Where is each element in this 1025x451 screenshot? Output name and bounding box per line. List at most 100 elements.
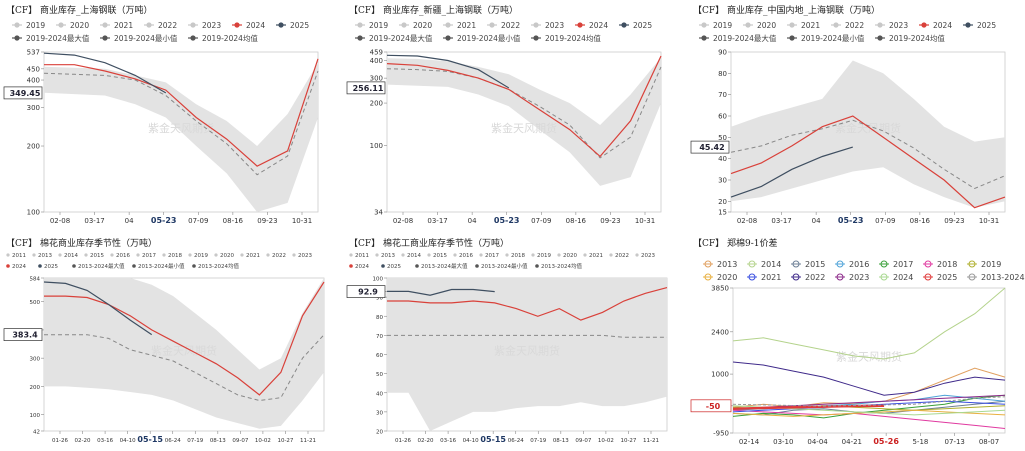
current-value-label: -50 — [706, 402, 721, 411]
legend-item: 2019-2024最小值 — [114, 33, 178, 43]
legend-marker — [968, 260, 976, 268]
y-tick-label: 90 — [718, 49, 727, 57]
series-line-mean — [387, 334, 667, 338]
legend-item: 2017 — [893, 260, 913, 269]
legend-marker — [32, 253, 36, 257]
legend-item: 2013 — [38, 253, 52, 259]
y-tick-label: 40 — [376, 391, 383, 397]
x-tick-label: 04 — [125, 217, 134, 225]
legend-item: 2019-2024最小值 — [457, 33, 521, 43]
current-value-label: 256.11 — [353, 84, 384, 93]
legend-item: 2020 — [70, 21, 89, 30]
x-tick-label: 08-16 — [566, 217, 587, 225]
y-tick-label: 70 — [376, 334, 383, 340]
legend-marker — [489, 22, 495, 28]
legend-marker — [110, 253, 114, 257]
series-line-2025 — [730, 146, 853, 198]
legend-marker — [427, 253, 431, 257]
watermark: 紫金天风期货 — [835, 121, 901, 135]
x-tick-label: 09-23 — [944, 217, 964, 225]
legend-marker — [84, 253, 88, 257]
legend-item: 2019-2024最小值 — [801, 33, 865, 43]
x-tick-label: 10-02 — [598, 438, 614, 444]
legend-item: 2016 — [459, 253, 473, 259]
y-tick-label: 200 — [370, 100, 383, 108]
series-line-2013 — [732, 367, 1006, 408]
plot-frame — [386, 51, 662, 213]
legend-marker — [453, 253, 457, 257]
x-tick-label: 07-09 — [531, 217, 551, 225]
legend-item: 2013-2024均值 — [981, 272, 1025, 282]
y-tick-label: 1000 — [711, 371, 729, 379]
x-tick-label-highlight: 05-23 — [151, 216, 177, 225]
y-tick-label: 300 — [27, 104, 40, 112]
legend-item: 2013-2024均值 — [541, 262, 582, 270]
legend-marker — [577, 22, 583, 28]
x-tick-label: 10-31 — [292, 217, 312, 225]
x-tick-label: 02-20 — [418, 438, 434, 444]
series-line-2024 — [44, 58, 319, 167]
x-tick-label: 08-13 — [210, 438, 226, 444]
chart-svg: 【CF】 棉花工商业库存季节性（万吨）2011 2013 2014 2015 2016 2… — [346, 237, 668, 444]
legend-item: 2021 — [114, 21, 133, 30]
current-value-box — [3, 328, 43, 341]
legend-marker — [789, 22, 795, 28]
legend-marker — [415, 264, 419, 268]
chart-panel-cf-xinjiang-stock: 【CF】 商业库存_新疆_上海钢联（万吨） 2019 2020 2021 2022 202… — [343, 0, 681, 230]
legend-item: 2020 — [563, 253, 577, 259]
x-tick-label: 10-02 — [255, 438, 271, 444]
x-tick-label: 11-21 — [300, 438, 316, 444]
legend-item: 2023 — [545, 21, 564, 30]
series-line-mean — [44, 334, 325, 402]
series-line-2025 — [43, 281, 153, 336]
series-line-mean — [730, 119, 1006, 190]
x-tick-label: 04-10 — [120, 438, 136, 444]
y-tick-label: 100 — [27, 209, 40, 217]
series-line-mean — [43, 70, 319, 176]
y-tick-label: 80 — [376, 315, 383, 321]
current-value-box — [346, 285, 386, 298]
legend-item: 2014 — [407, 253, 421, 259]
legend-item: 2021 — [801, 21, 820, 30]
legend-marker — [58, 22, 64, 28]
legend-marker — [748, 273, 756, 281]
legend-marker — [877, 22, 883, 28]
legend-marker — [349, 264, 353, 268]
legend-marker — [14, 35, 20, 41]
legend-marker — [292, 253, 296, 257]
legend-item: 2013-2024最大值 — [421, 262, 468, 270]
legend-marker — [357, 35, 363, 41]
chart-panel-cf-inland-stock: 【CF】 商业库存_中国内地_上海钢联（万吨） 2019 2020 2021 2022 2… — [687, 0, 1025, 230]
legend-marker — [6, 253, 10, 257]
y-tick-label: 100 — [370, 142, 383, 150]
current-value-box — [346, 81, 386, 95]
legend-item: 2023 — [202, 21, 221, 30]
x-tick-label: 04 — [812, 217, 821, 225]
x-tick-label: 02-08 — [737, 217, 757, 225]
x-tick-label: 04 — [468, 217, 477, 225]
y-tick-label: 50 — [376, 372, 383, 378]
y-tick-label: -950 — [713, 430, 729, 438]
legend-item: 2019-2024最大值 — [713, 33, 777, 43]
y-tick-label: 70 — [718, 91, 727, 99]
legend-item: 2019 — [713, 21, 732, 30]
legend-item: 2018 — [511, 253, 525, 259]
chart-panel-cf-spread-9-1: 【CF】 郑棉9-1价差 2013 2014 2015 2016 2017 2018 2019… — [687, 233, 1025, 451]
series-line-2024 — [386, 55, 662, 158]
legend-marker — [234, 22, 240, 28]
legend-marker — [357, 22, 363, 28]
legend-item: 2023 — [889, 21, 908, 30]
legend-item: 2025 — [387, 264, 401, 270]
legend-marker — [401, 22, 407, 28]
legend-item: 2015 — [90, 253, 104, 259]
legend-item: 2019-2024最大值 — [26, 33, 90, 43]
y-tick-label: 300 — [30, 357, 41, 363]
watermark: 紫金天风期货 — [494, 344, 560, 358]
legend-marker — [921, 22, 927, 28]
x-tick-label: 07-13 — [945, 438, 965, 446]
y-tick-label: 500 — [30, 300, 41, 306]
x-tick-label: 07-09 — [875, 217, 895, 225]
chart-svg: 【CF】 商业库存_上海钢联（万吨）2019 2020 2021 2022 2023 20… — [3, 4, 319, 225]
legend-item: 2025 — [290, 21, 309, 30]
chart-svg: 【CF】 商业库存_中国内地_上海钢联（万吨）2019 2020 2021 2022 2… — [690, 4, 1006, 225]
